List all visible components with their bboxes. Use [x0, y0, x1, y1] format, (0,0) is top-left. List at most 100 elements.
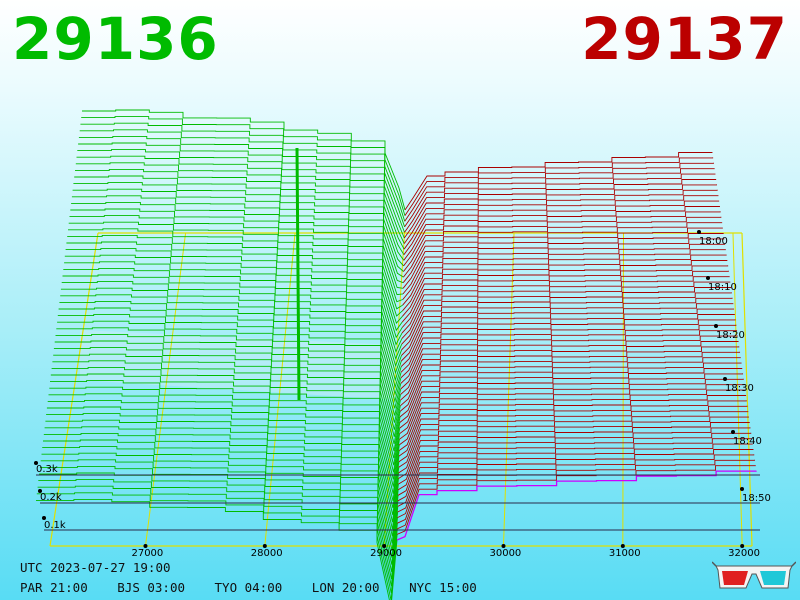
- ask-depth-line: [402, 227, 723, 289]
- bid-depth-line: [61, 281, 402, 375]
- time-tick-marker: [714, 324, 718, 328]
- z-tick-label: 0.3k: [36, 464, 58, 475]
- bid-depth-line: [51, 366, 401, 466]
- bid-depth-line: [78, 135, 405, 233]
- bid-depth-line: [57, 320, 402, 416]
- ask-depth-line: [403, 184, 717, 244]
- bid-depth-line: [71, 195, 404, 284]
- utc-time: UTC 2023-07-27 19:00: [20, 560, 171, 575]
- ask-depth-lines: [396, 152, 757, 541]
- x-tick-marker: [501, 544, 506, 548]
- z-tick-label: 0.1k: [44, 520, 66, 531]
- bid-depth-line: [60, 287, 402, 382]
- bid-depth-line: [67, 234, 403, 324]
- bid-depth-line: [57, 314, 402, 409]
- bid-depth-line: [65, 248, 403, 339]
- ask-depth-line: [397, 432, 752, 502]
- x-tick-label: 30000: [489, 548, 521, 559]
- ask-depth-line: [404, 168, 715, 228]
- bid-depth-line: [66, 241, 403, 332]
- zone-label: BJS 03:00: [117, 580, 185, 595]
- time-tick-label: 18:30: [725, 383, 754, 394]
- z-tick-label: 0.2k: [40, 492, 62, 503]
- bid-depth-line: [38, 479, 398, 587]
- bid-wall: [295, 147, 301, 401]
- time-tick-label: 18:20: [716, 330, 745, 341]
- bid-depth-line: [39, 465, 399, 572]
- ask-depth-line: [402, 222, 723, 283]
- grid-line: [502, 232, 515, 547]
- ask-depth-line: [400, 303, 734, 367]
- ask-depth-line: [403, 216, 722, 278]
- ask-depth-line: [398, 384, 745, 451]
- bid-depth-line: [36, 492, 398, 600]
- x-tick-label: 27000: [131, 548, 163, 559]
- bid-depth-line: [48, 393, 400, 494]
- ask-depth-line: [397, 443, 753, 513]
- bid-depth-line: [77, 149, 405, 244]
- bid-depth-line: [50, 373, 401, 473]
- bid-depth-line: [59, 300, 402, 396]
- x-tick-marker: [262, 544, 267, 548]
- ask-depth-line: [398, 405, 748, 474]
- ask-depth-line: [400, 297, 733, 362]
- ask-depth-line: [403, 200, 720, 261]
- ask-depth-line: [400, 324, 737, 390]
- bid-depth-line: [74, 175, 404, 267]
- 3d-glasses-icon[interactable]: [711, 560, 797, 596]
- bid-depth-line: [80, 122, 406, 222]
- bid-depth-line: [76, 155, 405, 250]
- ask-depth-line: [399, 373, 744, 440]
- ask-depth-line: [397, 459, 755, 530]
- bid-depth-line: [41, 452, 399, 558]
- ask-depth-line: [399, 368, 743, 435]
- bid-depth-line: [45, 419, 400, 523]
- ask-depth-line: [400, 308, 735, 373]
- bid-depth-line: [79, 129, 406, 227]
- zone-label: PAR 21:00: [20, 580, 88, 595]
- bid-depth-line: [73, 182, 404, 272]
- ask-depth-line: [400, 335, 738, 401]
- ask-depth-line: [399, 357, 741, 423]
- time-tick-marker: [706, 276, 710, 280]
- ask-depth-line: [397, 438, 752, 507]
- ask-price: 29137: [581, 5, 788, 73]
- time-tick-label: 18:00: [699, 236, 728, 247]
- ask-depth-line: [402, 254, 727, 317]
- bid-depth-line: [75, 162, 405, 255]
- bid-depth-line: [47, 399, 400, 501]
- ask-depth-line: [403, 189, 718, 250]
- x-tick-label: 31000: [609, 548, 641, 559]
- time-tick-label: 18:10: [708, 282, 737, 293]
- ask-depth-line: [399, 378, 744, 446]
- grid-line: [732, 232, 743, 547]
- bid-depth-line: [78, 142, 405, 239]
- chart-axes: 0.1k 0.2k 0.3k 27000 28000 29000 30000 31000 320…: [34, 230, 771, 559]
- ask-depth-line: [402, 249, 726, 311]
- bid-depth-line: [53, 347, 401, 445]
- bid-depth-line: [42, 446, 399, 551]
- ask-depth-line: [399, 351, 741, 418]
- ask-depth-line: [398, 400, 747, 468]
- ask-depth-line: [400, 319, 736, 384]
- ask-depth-line: [403, 195, 719, 255]
- ask-depth-line: [398, 395, 747, 463]
- ask-depth-line: [401, 260, 728, 323]
- bid-depth-line: [40, 459, 399, 565]
- ask-depth-line: [402, 243, 726, 306]
- ask-depth-line: [401, 292, 732, 356]
- time-tick-marker: [723, 377, 727, 381]
- ask-depth-line: [399, 362, 742, 429]
- x-tick-marker: [620, 544, 625, 548]
- bid-depth-line: [81, 116, 406, 216]
- bid-depth-line: [54, 340, 401, 437]
- time-tick-marker: [740, 487, 744, 491]
- bid-depth-line: [50, 380, 400, 480]
- bid-depth-line: [70, 208, 404, 296]
- x-tick-label: 32000: [728, 548, 760, 559]
- ask-depth-line: [404, 157, 714, 216]
- axis-marker: [38, 489, 42, 493]
- zone-label: LON 20:00: [311, 580, 380, 595]
- bid-depth-line: [72, 188, 404, 278]
- ask-depth-line: [401, 281, 731, 345]
